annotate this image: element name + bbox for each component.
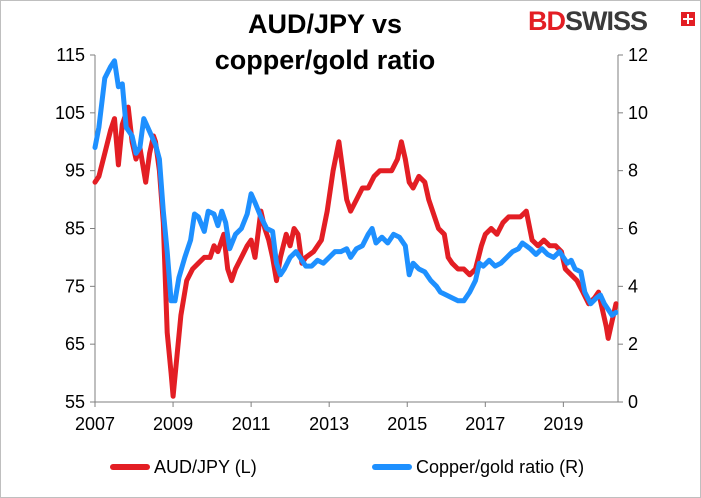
chart-title-line1: AUD/JPY vs (247, 9, 403, 39)
y-left-tick-label: 105 (55, 103, 85, 123)
y-left-tick-label: 55 (65, 392, 85, 412)
x-tick-label: 2011 (232, 414, 271, 434)
y-right-tick-label: 8 (628, 161, 638, 181)
logo-text-bd: BD (528, 6, 566, 36)
swiss-cross-icon (681, 12, 695, 26)
bdswiss-logo: BDSWISS (528, 6, 695, 40)
x-tick-label: 2019 (543, 414, 583, 434)
legend-swatch-copper-gold (372, 464, 412, 470)
chart-title: AUD/JPY vs copper/gold ratio (160, 6, 490, 78)
y-right-tick-label: 6 (628, 219, 638, 239)
y-left-tick-label: 75 (65, 276, 85, 296)
y-right-tick-label: 4 (628, 276, 638, 296)
series-line-copper-gold (92, 58, 619, 318)
legend-item-audjpy: AUD/JPY (L) (110, 454, 257, 480)
y-right-tick-label: 2 (628, 334, 638, 354)
y-right-tick-label: 0 (628, 392, 638, 412)
legend-item-copper-gold: Copper/gold ratio (R) (372, 454, 584, 480)
x-tick-label: 2017 (465, 414, 505, 434)
legend-swatch-audjpy (110, 464, 150, 470)
logo-text-swiss: SWISS (565, 6, 648, 36)
chart-series (92, 58, 619, 399)
x-tick-label: 2007 (75, 414, 115, 434)
y-right-tick-label: 12 (628, 45, 648, 65)
y-right-tick-label: 10 (628, 103, 648, 123)
legend-label-copper-gold: Copper/gold ratio (R) (416, 456, 585, 477)
y-left-tick-label: 95 (65, 161, 85, 181)
chart-title-line2: copper/gold ratio (214, 45, 436, 75)
series-line-audjpy (92, 104, 619, 399)
y-left-tick-label: 85 (65, 219, 85, 239)
chart-axes: 115 105 95 85 75 65 55 12 10 8 6 4 2 0 2007 2009 2011 201… (55, 45, 648, 434)
x-tick-label: 2009 (153, 414, 193, 434)
legend-label-audjpy: AUD/JPY (L) (154, 456, 257, 477)
x-tick-label: 2013 (309, 414, 349, 434)
y-left-tick-label: 65 (65, 334, 85, 354)
y-left-tick-label: 115 (56, 45, 85, 65)
x-tick-label: 2015 (387, 414, 427, 434)
